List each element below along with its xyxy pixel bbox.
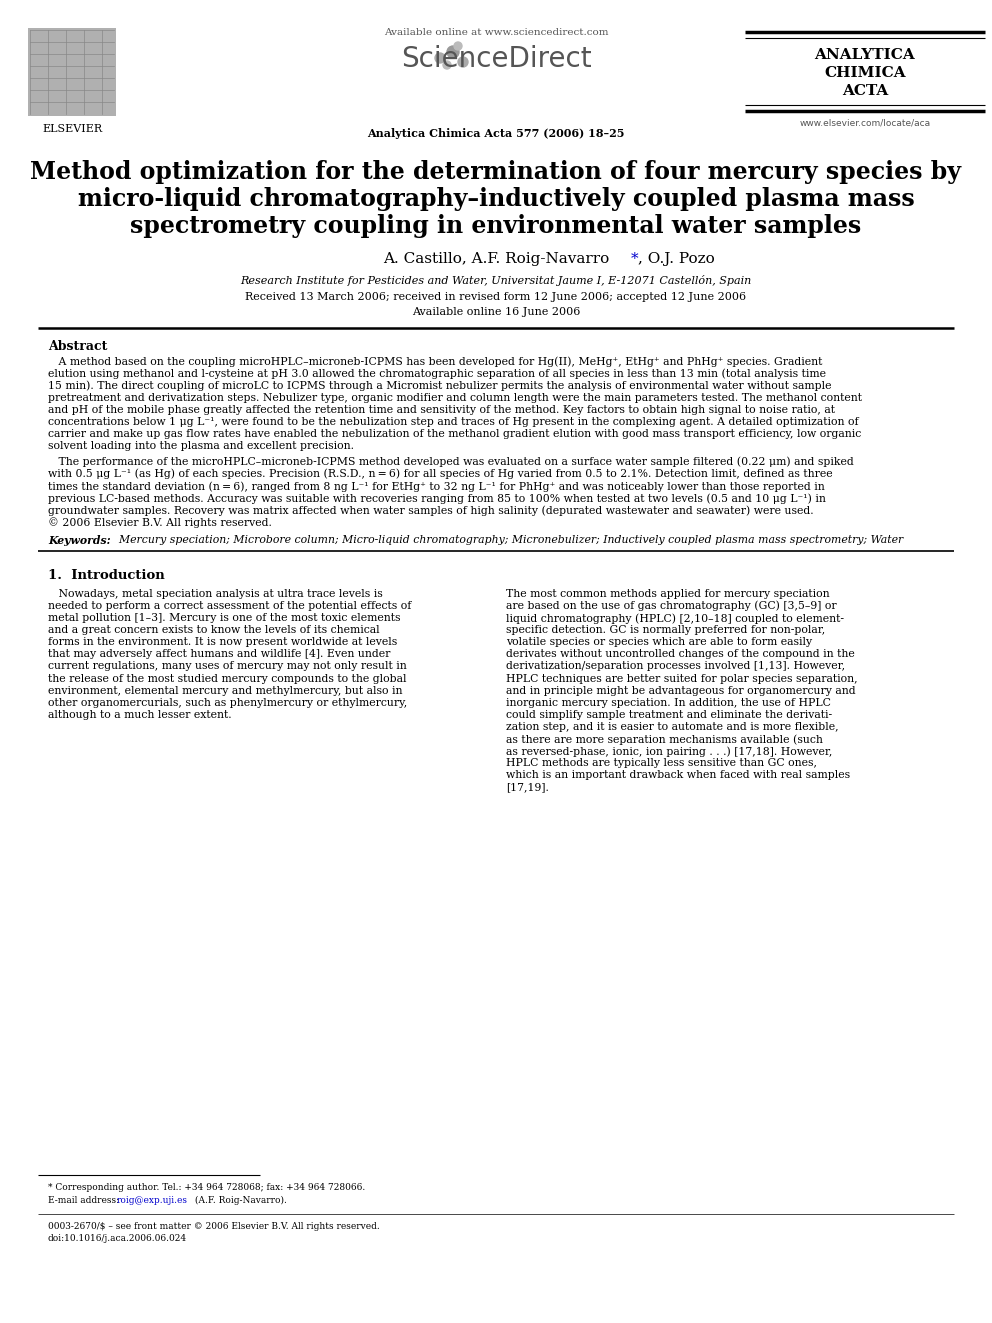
Text: ScienceDirect: ScienceDirect (401, 45, 591, 73)
Text: E-mail address:: E-mail address: (48, 1196, 122, 1205)
Text: A. Castillo, A.F. Roig-Navarro: A. Castillo, A.F. Roig-Navarro (383, 251, 609, 266)
Text: concentrations below 1 μg L⁻¹, were found to be the nebulization step and traces: concentrations below 1 μg L⁻¹, were foun… (48, 417, 859, 427)
Bar (28, 28, 116, 116)
Text: as reversed-phase, ionic, ion pairing . . .) [17,18]. However,: as reversed-phase, ionic, ion pairing . … (506, 746, 832, 757)
Text: previous LC-based methods. Accuracy was suitable with recoveries ranging from 85: previous LC-based methods. Accuracy was … (48, 493, 826, 504)
Text: that may adversely affect humans and wildlife [4]. Even under: that may adversely affect humans and wil… (48, 650, 391, 659)
Text: with 0.5 μg L⁻¹ (as Hg) of each species. Precision (R.S.D., n = 6) for all speci: with 0.5 μg L⁻¹ (as Hg) of each species.… (48, 468, 832, 479)
Circle shape (435, 53, 445, 64)
Text: ANALYTICA: ANALYTICA (814, 48, 916, 62)
Text: CHIMICA: CHIMICA (824, 66, 906, 79)
Text: Nowadays, metal speciation analysis at ultra trace levels is: Nowadays, metal speciation analysis at u… (48, 589, 383, 599)
Text: current regulations, many uses of mercury may not only result in: current regulations, many uses of mercur… (48, 662, 407, 671)
Text: and in principle might be advantageous for organomercury and: and in principle might be advantageous f… (506, 685, 856, 696)
Circle shape (454, 42, 462, 50)
Text: environment, elemental mercury and methylmercury, but also in: environment, elemental mercury and methy… (48, 685, 403, 696)
Text: elution using methanol and l-cysteine at pH 3.0 allowed the chromatographic sepa: elution using methanol and l-cysteine at… (48, 368, 826, 378)
Text: which is an important drawback when faced with real samples: which is an important drawback when face… (506, 770, 850, 781)
Text: Analytica Chimica Acta 577 (2006) 18–25: Analytica Chimica Acta 577 (2006) 18–25 (367, 128, 625, 139)
Text: © 2006 Elsevier B.V. All rights reserved.: © 2006 Elsevier B.V. All rights reserved… (48, 517, 272, 528)
Text: derivatization/separation processes involved [1,13]. However,: derivatization/separation processes invo… (506, 662, 845, 671)
Text: 15 min). The direct coupling of microLC to ICPMS through a Micromist nebulizer p: 15 min). The direct coupling of microLC … (48, 381, 831, 392)
Text: *: * (631, 251, 639, 266)
Text: Method optimization for the determination of four mercury species by: Method optimization for the determinatio… (31, 160, 961, 184)
Text: are based on the use of gas chromatography (GC) [3,5–9] or: are based on the use of gas chromatograp… (506, 601, 836, 611)
Text: inorganic mercury speciation. In addition, the use of HPLC: inorganic mercury speciation. In additio… (506, 697, 831, 708)
Text: roig@exp.uji.es: roig@exp.uji.es (117, 1196, 188, 1205)
Text: and pH of the mobile phase greatly affected the retention time and sensitivity o: and pH of the mobile phase greatly affec… (48, 405, 835, 415)
Text: Abstract: Abstract (48, 340, 107, 353)
Circle shape (447, 46, 459, 58)
Text: solvent loading into the plasma and excellent precision.: solvent loading into the plasma and exce… (48, 442, 354, 451)
Text: spectrometry coupling in environmental water samples: spectrometry coupling in environmental w… (130, 214, 862, 238)
Text: metal pollution [1–3]. Mercury is one of the most toxic elements: metal pollution [1–3]. Mercury is one of… (48, 613, 401, 623)
Text: 0003-2670/$ – see front matter © 2006 Elsevier B.V. All rights reserved.: 0003-2670/$ – see front matter © 2006 El… (48, 1222, 380, 1230)
Text: needed to perform a correct assessment of the potential effects of: needed to perform a correct assessment o… (48, 601, 412, 611)
Text: * Corresponding author. Tel.: +34 964 728068; fax: +34 964 728066.: * Corresponding author. Tel.: +34 964 72… (48, 1183, 365, 1192)
Text: [17,19].: [17,19]. (506, 782, 549, 792)
Text: Mercury speciation; Microbore column; Micro-liquid chromatography; Micronebulize: Mercury speciation; Microbore column; Mi… (112, 534, 904, 545)
Text: ACTA: ACTA (842, 83, 888, 98)
Text: times the standard deviation (n = 6), ranged from 8 ng L⁻¹ for EtHg⁺ to 32 ng L⁻: times the standard deviation (n = 6), ra… (48, 482, 824, 492)
Text: pretreatment and derivatization steps. Nebulizer type, organic modifier and colu: pretreatment and derivatization steps. N… (48, 393, 862, 402)
Text: other organomercurials, such as phenylmercury or ethylmercury,: other organomercurials, such as phenylme… (48, 697, 408, 708)
Text: as there are more separation mechanisms available (such: as there are more separation mechanisms … (506, 734, 823, 745)
Text: carrier and make up gas flow rates have enabled the nebulization of the methanol: carrier and make up gas flow rates have … (48, 429, 861, 439)
Text: HPLC techniques are better suited for polar species separation,: HPLC techniques are better suited for po… (506, 673, 858, 684)
Text: micro-liquid chromatography–inductively coupled plasma mass: micro-liquid chromatography–inductively … (77, 187, 915, 210)
Text: Available online at www.sciencedirect.com: Available online at www.sciencedirect.co… (384, 28, 608, 37)
Text: doi:10.1016/j.aca.2006.06.024: doi:10.1016/j.aca.2006.06.024 (48, 1234, 187, 1244)
Circle shape (443, 61, 451, 69)
Text: zation step, and it is easier to automate and is more flexible,: zation step, and it is easier to automat… (506, 722, 838, 732)
Text: ELSEVIER: ELSEVIER (42, 124, 102, 134)
Text: Available online 16 June 2006: Available online 16 June 2006 (412, 307, 580, 318)
Text: www.elsevier.com/locate/aca: www.elsevier.com/locate/aca (800, 118, 930, 127)
Text: although to a much lesser extent.: although to a much lesser extent. (48, 710, 231, 720)
Text: The most common methods applied for mercury speciation: The most common methods applied for merc… (506, 589, 829, 599)
Text: derivates without uncontrolled changes of the compound in the: derivates without uncontrolled changes o… (506, 650, 855, 659)
Circle shape (458, 57, 468, 67)
Text: 1.  Introduction: 1. Introduction (48, 569, 165, 582)
Text: forms in the environment. It is now present worldwide at levels: forms in the environment. It is now pres… (48, 638, 397, 647)
Text: and a great concern exists to know the levels of its chemical: and a great concern exists to know the l… (48, 624, 380, 635)
Text: HPLC methods are typically less sensitive than GC ones,: HPLC methods are typically less sensitiv… (506, 758, 817, 769)
Text: , O.J. Pozo: , O.J. Pozo (638, 251, 715, 266)
Text: groundwater samples. Recovery was matrix affected when water samples of high sal: groundwater samples. Recovery was matrix… (48, 505, 813, 516)
Text: A method based on the coupling microHPLC–microneb-ICPMS has been developed for H: A method based on the coupling microHPLC… (48, 356, 822, 366)
Text: (A.F. Roig-Navarro).: (A.F. Roig-Navarro). (192, 1196, 287, 1205)
Text: Keywords:: Keywords: (48, 534, 111, 546)
Text: Received 13 March 2006; received in revised form 12 June 2006; accepted 12 June : Received 13 March 2006; received in revi… (245, 292, 747, 302)
Text: could simplify sample treatment and eliminate the derivati-: could simplify sample treatment and elim… (506, 710, 832, 720)
Text: specific detection. GC is normally preferred for non-polar,: specific detection. GC is normally prefe… (506, 624, 825, 635)
Text: liquid chromatography (HPLC) [2,10–18] coupled to element-: liquid chromatography (HPLC) [2,10–18] c… (506, 613, 844, 623)
Text: the release of the most studied mercury compounds to the global: the release of the most studied mercury … (48, 673, 407, 684)
Text: volatile species or species which are able to form easily: volatile species or species which are ab… (506, 638, 812, 647)
Text: Research Institute for Pesticides and Water, Universitat Jaume I, E-12071 Castel: Research Institute for Pesticides and Wa… (240, 275, 752, 286)
Text: The performance of the microHPLC–microneb-ICPMS method developed was evaluated o: The performance of the microHPLC–microne… (48, 456, 854, 467)
